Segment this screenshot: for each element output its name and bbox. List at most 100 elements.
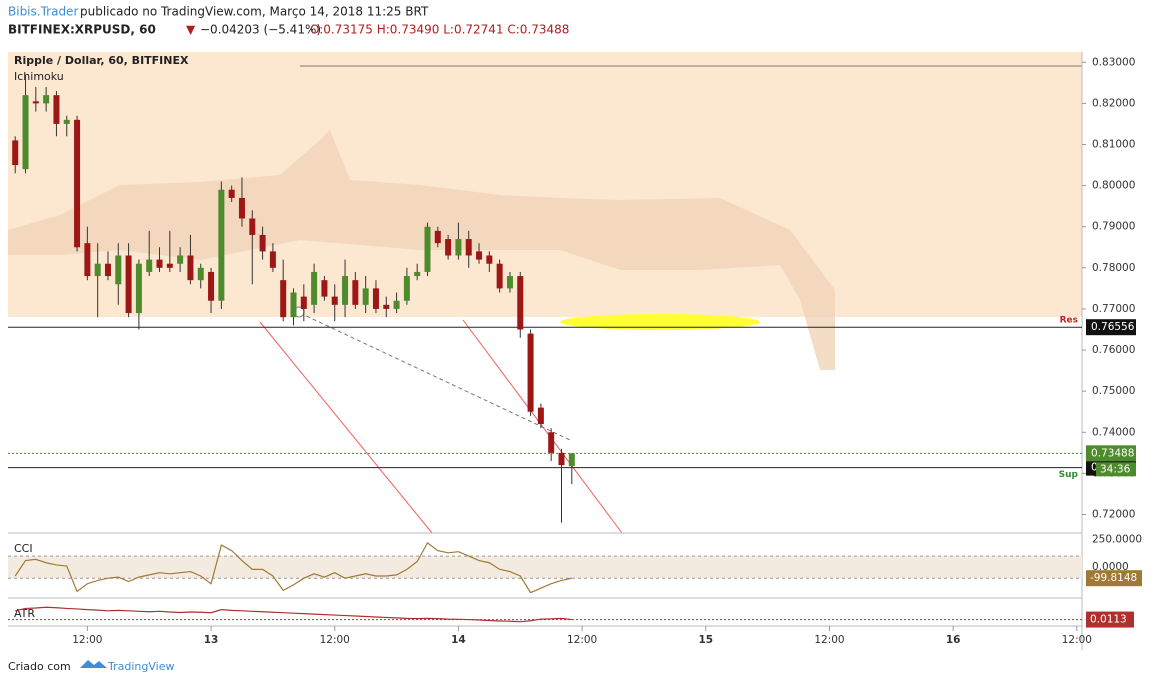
candle-body	[115, 255, 122, 285]
candle-body	[74, 119, 81, 248]
cci-tick-label: 250.0000	[1092, 534, 1142, 546]
candle-body	[372, 288, 379, 309]
candle-body	[486, 255, 493, 264]
published: publicado no TradingView.com, Março 14, …	[80, 5, 429, 19]
trend-line	[462, 319, 623, 534]
candle-body	[146, 259, 153, 272]
candle-body	[12, 140, 19, 166]
arrow: ▼	[186, 23, 196, 37]
y-tick-label: 0.77000	[1092, 303, 1135, 315]
candle-body	[166, 263, 173, 268]
x-tick-label: 16	[946, 634, 961, 646]
y-tick-label: 0.74000	[1092, 426, 1135, 438]
candle-body	[434, 230, 441, 244]
cci-tick-label: 0.0000	[1092, 561, 1129, 573]
cci-band	[8, 556, 1082, 579]
candle-body	[414, 271, 421, 277]
candle-body	[424, 226, 431, 272]
candle-body	[94, 263, 101, 277]
candle-body	[527, 333, 534, 412]
countdown-box	[1096, 462, 1136, 477]
cci-last-box	[1086, 570, 1142, 587]
candle-body	[208, 271, 215, 301]
change: −0.04203 (−5.41%)	[200, 23, 321, 37]
y-tick-label: 0.76000	[1092, 344, 1135, 356]
candle-body	[465, 239, 472, 256]
candle-body	[393, 300, 400, 309]
atr-last: 0.0113	[1090, 614, 1127, 626]
atr-last-box	[1086, 611, 1134, 628]
x-tick-label: 12:00	[72, 634, 102, 646]
candle-body	[156, 259, 163, 268]
candle-body	[558, 452, 565, 466]
candle-body	[548, 432, 555, 453]
candle-body	[187, 255, 194, 281]
author[interactable]: Bibis.Trader	[8, 5, 78, 19]
ohlc: O:0.73175 H:0.73490 L:0.72741 C:0.73488	[310, 23, 569, 37]
candle-body	[218, 189, 225, 301]
candle-body	[228, 189, 235, 198]
candle-body	[331, 296, 338, 305]
candle-body	[403, 276, 410, 301]
candle-body	[125, 255, 132, 314]
y-tick-label: 0.83000	[1092, 56, 1135, 68]
logo	[80, 660, 107, 668]
candle-body	[352, 280, 359, 305]
y-tick-label: 0.80000	[1092, 180, 1135, 192]
candle-body	[269, 251, 276, 268]
atr-line	[15, 606, 572, 623]
cci-last: -99.8148	[1090, 572, 1137, 584]
chart-title: Ripple / Dollar, 60, BITFINEX	[14, 54, 189, 67]
level-box	[1086, 319, 1136, 336]
x-tick-label: 13	[204, 634, 219, 646]
highlight	[560, 314, 760, 330]
y-tick-label: 0.81000	[1092, 139, 1135, 151]
x-tick-label: 12:00	[814, 634, 844, 646]
last-price-box	[1086, 445, 1136, 462]
candle-body	[311, 271, 318, 305]
y-tick-label: 0.72000	[1092, 509, 1135, 521]
dashed-line	[299, 312, 571, 441]
candle-body	[476, 251, 483, 260]
symbol: BITFINEX:XRPUSD, 60	[8, 23, 156, 37]
candle-body	[259, 234, 266, 252]
trend-line	[259, 321, 433, 534]
x-tick-label: 14	[451, 634, 466, 646]
candle-body	[455, 239, 462, 256]
candle-body	[537, 407, 544, 425]
countdown: 34:36	[1100, 463, 1131, 475]
y-tick-label: 0.79000	[1092, 221, 1135, 233]
candle-body	[383, 304, 390, 309]
candle-body	[177, 255, 184, 264]
candle-body	[496, 263, 503, 289]
y-tick-label: 0.75000	[1092, 385, 1135, 397]
candle-body	[238, 197, 245, 219]
footer-made: Criado com	[8, 660, 71, 673]
last-price-label: 0.73488	[1091, 447, 1134, 459]
candle-body	[84, 243, 91, 277]
candle-body	[43, 95, 50, 104]
candle-body	[280, 280, 287, 318]
candle-body	[22, 95, 29, 170]
candle-body	[342, 276, 349, 305]
candle-body	[63, 119, 70, 124]
candle-body	[506, 276, 513, 289]
level-name: Sup	[1059, 470, 1079, 480]
x-tick-label: 12:00	[567, 634, 597, 646]
cci-label: CCI	[14, 542, 33, 555]
level-label: 0.76556	[1091, 321, 1135, 333]
candle-body	[135, 263, 142, 314]
x-tick-label: 12:00	[1062, 634, 1092, 646]
x-tick-label: 15	[698, 634, 713, 646]
y-tick-label: 0.78000	[1092, 262, 1135, 274]
candle-body	[445, 239, 452, 256]
x-tick-label: 12:00	[320, 634, 350, 646]
candle-body	[568, 453, 575, 467]
candle-body	[104, 263, 111, 277]
ichimoku-cloud	[8, 130, 835, 370]
candle-body	[517, 276, 524, 330]
footer-brand[interactable]: TradingView	[107, 660, 174, 673]
candle-body	[300, 296, 307, 309]
